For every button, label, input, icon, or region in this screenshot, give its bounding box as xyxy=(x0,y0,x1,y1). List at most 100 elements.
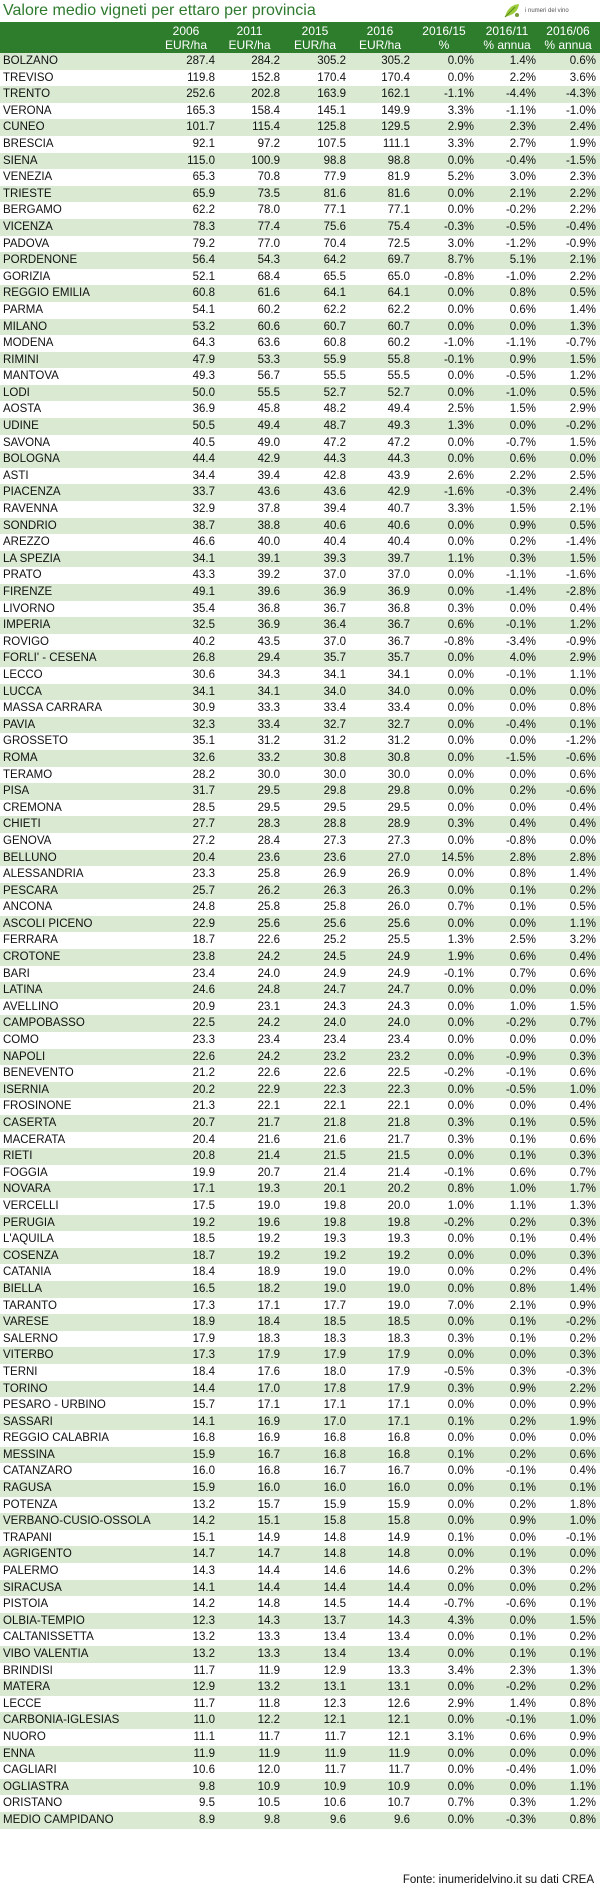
value-cell: 2.4% xyxy=(569,121,596,134)
value-cell: 0.0% xyxy=(447,884,474,897)
value-cell: 0.8% xyxy=(569,1813,596,1826)
province-name: RAVENNA xyxy=(3,503,58,516)
value-cell: 0.4% xyxy=(569,1233,596,1246)
value-cell: 1.9% xyxy=(569,1415,596,1428)
value-cell: 0.1% xyxy=(509,1482,536,1495)
value-cell: 17.1 xyxy=(387,1399,410,1412)
value-cell: 2.3% xyxy=(509,1664,536,1677)
value-cell: 0.5% xyxy=(569,519,596,532)
value-cell: 0.0% xyxy=(447,801,474,814)
value-cell: 37.0 xyxy=(323,635,346,648)
value-cell: 12.9 xyxy=(192,1681,215,1694)
value-cell: 11.9 xyxy=(258,1664,280,1677)
value-cell: 11.0 xyxy=(193,1714,215,1727)
value-cell: 50.0 xyxy=(192,386,215,399)
value-cell: 17.7 xyxy=(323,1299,346,1312)
table-row: VIBO VALENTIA 13.2 13.3 13.4 13.4 0.0% 0.1% 0.1… xyxy=(0,1646,600,1663)
province-name: CAMPOBASSO xyxy=(3,1017,85,1030)
value-cell: 0.1% xyxy=(509,1631,536,1644)
value-cell: 0.2% xyxy=(569,1581,596,1594)
province-name: CAGLIARI xyxy=(3,1764,57,1777)
province-name: LA SPEZIA xyxy=(3,552,61,565)
value-cell: 26.0 xyxy=(387,901,410,914)
value-cell: 29.5 xyxy=(323,801,346,814)
value-cell: 49.3 xyxy=(192,370,215,383)
value-cell: 0.0% xyxy=(569,453,596,466)
value-cell: 17.8 xyxy=(323,1382,346,1395)
table-row: BOLZANO 287.4 284.2 305.2 305.2 0.0% 1.4% 0.6% xyxy=(0,53,600,70)
value-cell: 1.2% xyxy=(569,370,596,383)
source-note: Fonte: inumeridelvino.it su dati CREA xyxy=(402,1874,594,1886)
value-cell: 60.7 xyxy=(323,320,346,333)
value-cell: 47.9 xyxy=(192,353,215,366)
value-cell: 43.5 xyxy=(257,635,280,648)
province-name: OLBIA-TEMPIO xyxy=(3,1614,85,1627)
value-cell: 17.1 xyxy=(323,1399,346,1412)
value-cell: 27.0 xyxy=(387,851,410,864)
value-cell: 0.2% xyxy=(569,1565,596,1578)
value-cell: 1.0% xyxy=(447,1199,474,1212)
value-cell: 40.7 xyxy=(387,503,410,516)
province-name: ANCONA xyxy=(3,901,53,914)
value-cell: 0.0% xyxy=(509,768,536,781)
province-name: SALERNO xyxy=(3,1332,58,1345)
header-cell: 2016/06% annua xyxy=(540,22,600,53)
value-cell: 36.7 xyxy=(323,602,346,615)
table-row: SALERNO 17.9 18.3 18.3 18.3 0.3% 0.1% 0.2% xyxy=(0,1330,600,1348)
value-cell: 0.0% xyxy=(447,1747,474,1760)
value-cell: -0.8% xyxy=(443,635,474,648)
value-cell: 5.1% xyxy=(509,254,536,267)
value-cell: 2.6% xyxy=(447,469,474,482)
province-name: VICENZA xyxy=(3,220,53,233)
value-cell: 2.9% xyxy=(569,403,596,416)
table-row: LATINA 24.6 24.8 24.7 24.7 0.0% 0.0% 0.0% xyxy=(0,982,600,999)
value-cell: 21.4 xyxy=(387,1166,410,1179)
table-row: PISTOIA 14.2 14.8 14.5 14.4 -0.7% -0.6% 0.1% xyxy=(0,1596,600,1613)
value-cell: 125.8 xyxy=(317,121,346,134)
value-cell: 33.4 xyxy=(387,702,410,715)
value-cell: 28.9 xyxy=(387,818,410,831)
value-cell: -2.8% xyxy=(565,586,596,598)
table-header: 2006 EUR/ha 2011 EUR/ha 2015 EUR/ha 2016 EUR/ha… xyxy=(0,22,600,53)
value-cell: 1.0% xyxy=(569,1714,596,1727)
value-cell: 17.9 xyxy=(257,1349,280,1362)
value-cell: 0.1% xyxy=(509,1316,536,1329)
value-cell: 0.0% xyxy=(447,1648,474,1660)
value-cell: 37.8 xyxy=(257,503,280,516)
table-row: ASCOLI PICENO 22.9 25.6 25.6 25.6 0.0% 0.0% 1.1… xyxy=(0,915,600,933)
value-cell: 1.9% xyxy=(447,951,474,964)
province-name: ALESSANDRIA xyxy=(3,868,84,881)
value-cell: 25.6 xyxy=(323,917,346,930)
value-cell: 0.8% xyxy=(509,868,536,881)
value-cell: 0.0% xyxy=(447,1233,474,1246)
value-cell: 60.2 xyxy=(387,337,410,350)
value-cell: -0.3% xyxy=(565,1365,596,1378)
value-cell: 0.0% xyxy=(447,204,474,217)
table-row: OLBIA-TEMPIO 12.3 14.3 13.7 14.3 4.3% 0.0% 1.5% xyxy=(0,1612,600,1630)
value-cell: 0.0% xyxy=(509,420,536,433)
value-cell: 0.4% xyxy=(509,818,536,831)
value-cell: 1.4% xyxy=(509,1697,536,1710)
value-cell: 17.9 xyxy=(323,1349,346,1362)
value-cell: 0.0% xyxy=(447,187,474,200)
province-name: NUORO xyxy=(3,1730,46,1743)
value-cell: 13.4 xyxy=(323,1631,346,1644)
value-cell: 20.1 xyxy=(323,1183,346,1196)
value-cell: 18.4 xyxy=(192,1365,215,1378)
table-row: PERUGIA 19.2 19.6 19.8 19.8 -0.2% 0.2% 0.3% xyxy=(0,1214,600,1232)
value-cell: 14.4 xyxy=(387,1598,410,1611)
value-cell: 37.0 xyxy=(387,569,410,582)
value-cell: -0.7% xyxy=(443,1598,474,1611)
value-cell: 100.9 xyxy=(251,154,280,167)
value-cell: 2.9% xyxy=(447,1697,474,1710)
value-cell: 3.1% xyxy=(447,1730,474,1743)
value-cell: 0.0% xyxy=(447,1249,474,1262)
value-cell: 0.6% xyxy=(447,619,474,632)
table-row: PRATO 43.3 39.2 37.0 37.0 0.0% -1.1% -1.6% xyxy=(0,567,600,584)
table-row: PESCARA 25.7 26.2 26.3 26.3 0.0% 0.1% 0.2% xyxy=(0,882,600,900)
value-cell: 1.1% xyxy=(447,552,474,565)
value-cell: -0.1% xyxy=(505,1714,536,1727)
value-cell: 2.2% xyxy=(569,1382,596,1395)
table-row: AVELLINO 20.9 23.1 24.3 24.3 0.0% 1.0% 1.5% xyxy=(0,998,600,1016)
value-cell: 33.3 xyxy=(257,702,280,715)
